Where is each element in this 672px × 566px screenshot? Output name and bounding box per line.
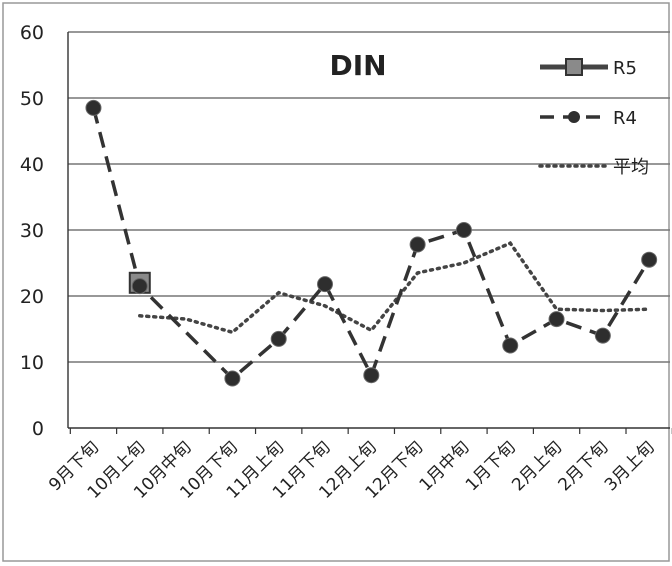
r4-point [594, 327, 611, 344]
y-tick-label: 30 [20, 220, 44, 242]
legend: R5 R4 平均 [538, 58, 649, 178]
y-tick-label: 60 [20, 22, 44, 44]
y-tick-label: 10 [20, 352, 44, 374]
r4-point [317, 276, 334, 293]
r4-point [548, 311, 565, 328]
r4-point [409, 236, 426, 253]
r4-point [270, 330, 287, 347]
legend-r5-label: R5 [613, 58, 637, 79]
y-tick-label: 40 [20, 154, 44, 176]
y-tick-label: 50 [20, 88, 44, 110]
gridlines [68, 31, 670, 363]
series-line-avg [138, 241, 651, 335]
legend-avg-label: 平均 [613, 157, 649, 178]
r4-point [131, 278, 148, 295]
r4-point [363, 367, 380, 384]
y-tick-label: 20 [20, 286, 44, 308]
chart-title: DIN [329, 49, 386, 82]
r4-point [502, 337, 519, 354]
y-tick-label: 0 [32, 418, 44, 440]
r4-point [455, 222, 472, 238]
r4-point [224, 370, 241, 387]
plot-area [85, 99, 658, 387]
legend-r5-marker [565, 58, 583, 76]
r4-point [641, 251, 658, 268]
legend-r4-label: R4 [613, 108, 637, 129]
r4-point [85, 99, 102, 116]
legend-r4-marker [568, 111, 580, 123]
y-axis: 0 10 20 30 40 50 60 [20, 22, 69, 440]
